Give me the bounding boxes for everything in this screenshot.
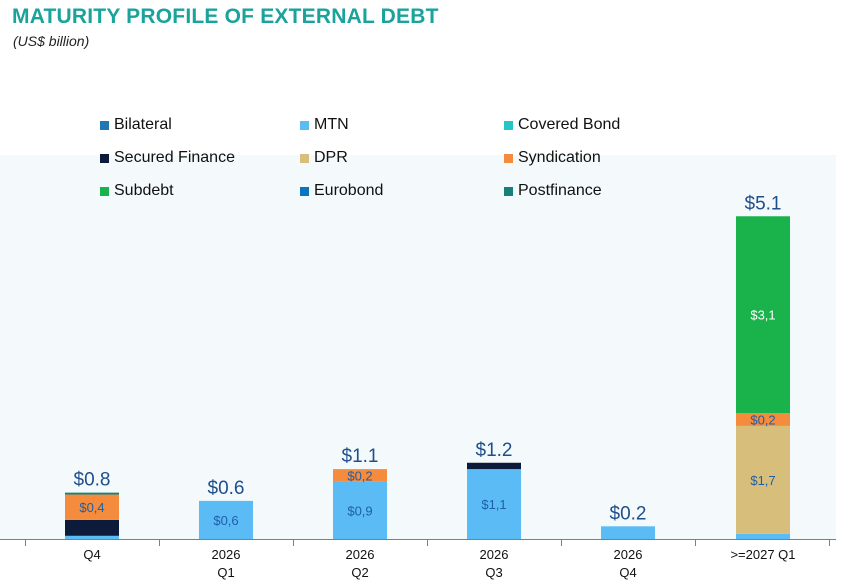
data-label: $1,1 — [481, 497, 506, 512]
x-tick-label: 2026 — [480, 547, 509, 562]
legend-swatch — [100, 153, 109, 163]
legend-swatch — [504, 153, 513, 163]
x-tick-label: 2026 — [346, 547, 375, 562]
bar-segment — [65, 494, 119, 520]
chart-subtitle: (US$ billion) — [13, 33, 90, 49]
x-tick-label: >=2027 Q1 — [730, 547, 795, 562]
legend-label: MTN — [314, 116, 349, 133]
legend-item-eurobond: Eurobond — [300, 182, 383, 200]
bar-segment — [333, 481, 387, 539]
total-label: $0.6 — [208, 478, 245, 499]
legend-item-bilateral: Bilateral — [100, 116, 172, 134]
plot-area — [0, 155, 836, 540]
bar-segment — [467, 469, 521, 539]
data-label: $0,9 — [347, 503, 372, 518]
bar-segment — [65, 519, 119, 536]
legend-swatch — [100, 120, 109, 130]
x-tick-label: Q4 — [619, 565, 636, 580]
bar-segment — [736, 413, 790, 426]
bar-segment — [65, 492, 119, 495]
bar-segment — [736, 216, 790, 414]
x-tick-label: Q4 — [83, 547, 100, 562]
legend-item-covered-bond: Covered Bond — [504, 116, 620, 134]
legend-swatch — [300, 186, 309, 196]
legend-item-dpr: DPR — [300, 149, 348, 167]
total-label: $0.2 — [610, 503, 647, 524]
legend-label: Postfinance — [518, 182, 602, 199]
total-label: $0.8 — [74, 470, 111, 491]
legend-item-secured-finance: Secured Finance — [100, 149, 235, 167]
legend-label: Bilateral — [114, 116, 172, 133]
data-label: $1,7 — [750, 473, 775, 488]
total-label: $5.1 — [745, 193, 782, 214]
legend-swatch — [504, 120, 513, 130]
x-tick-label: 2026 — [212, 547, 241, 562]
legend-label: Covered Bond — [518, 116, 621, 133]
bar-segment — [736, 425, 790, 534]
bar-segment — [601, 526, 655, 539]
data-label: $0,2 — [750, 413, 775, 428]
x-tick-label: Q2 — [351, 565, 368, 580]
total-label: $1.1 — [342, 446, 379, 467]
legend-item-syndication: Syndication — [504, 149, 601, 167]
legend-label: Syndication — [518, 149, 601, 166]
data-label: $3,1 — [750, 308, 775, 323]
legend-item-subdebt: Subdebt — [100, 182, 174, 200]
bar-segment — [199, 500, 253, 539]
total-label: $1.2 — [476, 440, 513, 461]
legend-swatch — [300, 153, 309, 163]
bar-segment — [65, 535, 119, 539]
data-label: $0,4 — [79, 500, 104, 515]
legend-label: Secured Finance — [114, 149, 235, 166]
bar-segment — [333, 469, 387, 482]
legend-swatch — [504, 186, 513, 196]
x-tick-label: Q1 — [217, 565, 234, 580]
x-tick-label: 2026 — [614, 547, 643, 562]
legend-label: DPR — [314, 149, 348, 166]
legend-swatch — [300, 120, 309, 130]
data-label: $0,6 — [213, 513, 238, 528]
bar-segment — [467, 462, 521, 470]
legend-label: Eurobond — [314, 182, 384, 199]
bar-segment — [736, 533, 790, 539]
legend-item-mtn: MTN — [300, 116, 349, 134]
legend-item-postfinance: Postfinance — [504, 182, 602, 200]
data-label: $0,2 — [347, 468, 372, 483]
chart-title: MATURITY PROFILE OF EXTERNAL DEBT — [12, 5, 439, 28]
legend-swatch — [100, 186, 109, 196]
x-tick-label: Q3 — [485, 565, 502, 580]
legend-label: Subdebt — [114, 182, 174, 199]
